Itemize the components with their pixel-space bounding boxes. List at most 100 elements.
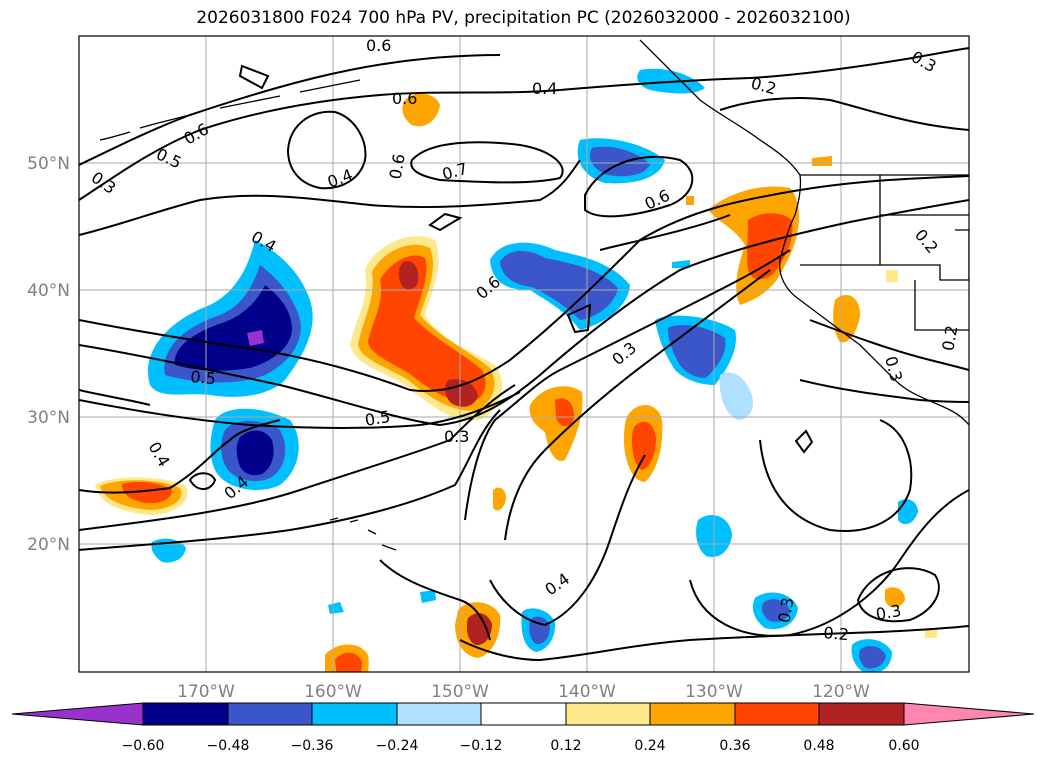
precip-blob: [247, 330, 264, 346]
precip-blob: [668, 325, 726, 378]
pv-contour: [759, 419, 913, 532]
pv-contour: [79, 419, 281, 494]
lat-tick-label: 30°N: [27, 408, 70, 428]
contour-label: 0.4: [325, 165, 355, 192]
pv-contour: [79, 54, 501, 166]
contour-label: 0.3: [88, 168, 120, 198]
lat-tick-label: 50°N: [27, 154, 70, 174]
colorbar-label: 0.48: [803, 738, 834, 754]
pv-contour: [856, 567, 940, 623]
colorbar-swatch: [818, 702, 905, 726]
colorbar: [11, 702, 1035, 726]
contour-label: 0.5: [363, 407, 391, 430]
pv-contour: [79, 384, 516, 531]
lon-tick-label: 130°W: [685, 682, 743, 702]
precip-blob: [886, 270, 898, 282]
precip-blob: [445, 378, 478, 407]
precip-blob: [174, 285, 292, 371]
precip-blob: [500, 250, 618, 320]
precip-blob: [398, 261, 419, 290]
colorbar-swatch: [734, 702, 820, 726]
lat-tick-label: 20°N: [27, 535, 70, 555]
pv-contour: [599, 214, 731, 251]
precip-blob: [686, 196, 694, 205]
pv-contour: [79, 199, 969, 427]
lon-axis: 170°W 160°W 150°W 140°W 130°W 120°W: [177, 682, 870, 702]
lon-tick-label: 120°W: [812, 682, 870, 702]
contour-label: 0.3: [874, 601, 902, 624]
pv-contour: [410, 141, 564, 184]
precip-blob: [335, 652, 362, 672]
precip-blob: [719, 372, 754, 420]
precip-blob: [589, 146, 650, 177]
lat-axis: 50°N 40°N 30°N 20°N: [27, 154, 70, 555]
pv-contour: [238, 64, 270, 90]
precip-blob: [632, 421, 656, 470]
contour-label: 0.2: [911, 225, 942, 257]
precip-blob: [151, 538, 186, 563]
pv-contour: [566, 303, 592, 334]
pv-contour: [799, 379, 969, 403]
precip-blob: [328, 602, 344, 614]
pv-contour: [504, 269, 771, 541]
precip-blob: [420, 590, 436, 603]
colorbar-label: −0.48: [207, 738, 250, 754]
contour-label: 0.4: [541, 569, 573, 599]
map-title: 2026031800 F024 700 hPa PV, precipitatio…: [196, 8, 851, 28]
pv-contour: [379, 559, 491, 641]
pv-contour: [464, 249, 791, 521]
colorbar-swatch: [649, 702, 736, 726]
lat-tick-label: 40°N: [27, 281, 70, 301]
precip-blob: [925, 628, 937, 638]
pv-contour: [428, 212, 463, 232]
coastline: [99, 79, 361, 141]
colorbar-label: 0.36: [719, 738, 750, 754]
precip-blob: [529, 386, 583, 461]
lon-tick-label: 160°W: [304, 682, 362, 702]
colorbar-label: −0.24: [376, 738, 419, 754]
colorbar-swatch: [311, 702, 398, 726]
precip-blob: [672, 260, 690, 268]
colorbar-label: −0.60: [122, 738, 165, 754]
colorbar-label: 0.24: [634, 738, 665, 754]
precip-blob: [466, 613, 492, 646]
precip-blob: [885, 587, 905, 608]
contour-label: 0.2: [938, 324, 961, 352]
colorbar-swatch: [565, 702, 651, 726]
pv-contour: [286, 110, 367, 190]
precip-blob: [761, 599, 790, 622]
pv-contour: [188, 472, 217, 490]
pv-contours: [79, 47, 969, 662]
precip-blob: [368, 255, 486, 403]
precip-blob: [236, 430, 274, 476]
colorbar-extend-low: [11, 702, 144, 726]
colorbar-swatch: [142, 702, 229, 726]
precip-blob: [747, 213, 793, 280]
map-area: [79, 36, 969, 672]
colorbar-labels: −0.60 −0.48 −0.36 −0.24 −0.12 0.12 0.24 …: [122, 738, 920, 754]
coastlines: [99, 39, 969, 551]
contour-label: 0.6: [386, 152, 409, 180]
pv-contour: [79, 389, 151, 406]
precip-blob: [812, 156, 832, 166]
contour-label: 0.6: [181, 119, 213, 148]
precip-shading: [95, 68, 937, 672]
coastline: [329, 517, 397, 551]
contour-label: 0.6: [642, 186, 673, 214]
colorbar-label: −0.36: [291, 738, 334, 754]
contour-label: 0.3: [908, 47, 940, 76]
colorbar-extend-high: [903, 702, 1035, 726]
pv-contour: [584, 155, 694, 218]
pv-contour: [689, 489, 969, 637]
map-frame: [78, 35, 970, 673]
colorbar-label: 0.12: [550, 738, 581, 754]
pv-contour: [489, 454, 646, 627]
contour-label: 0.5: [190, 367, 217, 388]
coastline: [639, 39, 969, 426]
pv-contour: [79, 409, 501, 551]
pv-contour: [79, 391, 521, 430]
contour-label: 0.2: [823, 623, 850, 644]
lon-tick-label: 170°W: [177, 682, 235, 702]
colorbar-swatch: [396, 702, 482, 726]
precip-blob: [402, 93, 440, 127]
